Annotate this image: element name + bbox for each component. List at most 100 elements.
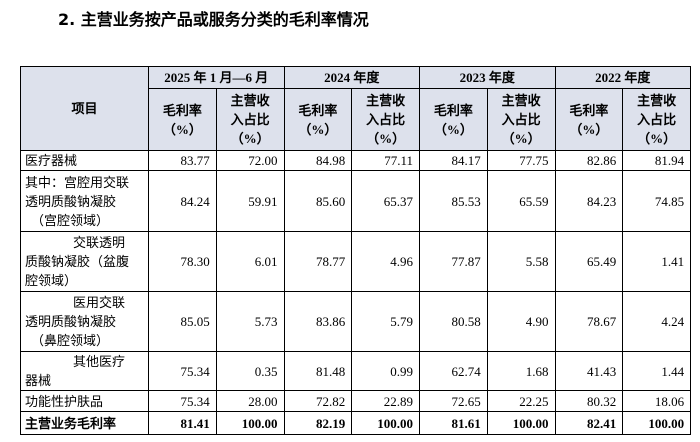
cell-value: 4.90 bbox=[486, 291, 556, 352]
header-line: 入占比 bbox=[637, 112, 677, 127]
header-line: （%） bbox=[637, 131, 677, 146]
cell-value: 5.58 bbox=[486, 231, 556, 292]
cell-value: 5.73 bbox=[215, 291, 285, 352]
data-row: 医疗器械 83.77 72.00 84.98 77.11 84.17 77.75 82.86 8… bbox=[20, 150, 692, 171]
label-line: 交联透明 bbox=[73, 235, 126, 250]
cell-value: 5.79 bbox=[351, 291, 421, 352]
header-line: （%） bbox=[501, 131, 541, 146]
cell-value: 80.32 bbox=[554, 390, 624, 412]
row-label: 其他医疗 器械 bbox=[20, 351, 149, 391]
sub-header: 主营收入占比 （%） bbox=[351, 88, 421, 151]
cell-value: 100.00 bbox=[351, 411, 421, 435]
cell-value: 4.24 bbox=[622, 291, 692, 352]
data-row: 功能性护肤品 75.34 28.00 72.82 22.89 72.65 22.25 80.3… bbox=[20, 390, 692, 412]
cell-value: 4.96 bbox=[351, 231, 421, 292]
cell-value: 83.77 bbox=[148, 150, 217, 171]
cell-value: 75.34 bbox=[148, 351, 217, 391]
header-line: 主营收 bbox=[501, 93, 541, 108]
label-line: （宫腔领域） bbox=[31, 212, 110, 228]
cell-value: 1.41 bbox=[622, 231, 692, 292]
header-line: （%） bbox=[433, 121, 473, 137]
row-label: 其中：宫腔用交联 透明质酸钠凝胶 （宫腔领域） bbox=[20, 170, 149, 232]
label-line: 透明质酸钠凝胶 bbox=[25, 314, 117, 329]
cell-value: 84.24 bbox=[148, 170, 217, 232]
row-label: 功能性护肤品 bbox=[20, 390, 149, 412]
cell-value: 85.05 bbox=[148, 291, 217, 352]
data-row: 交联透明 质酸钠凝胶（盆腹 腔领域） 78.30 6.01 78.77 4.96 77.87 5… bbox=[20, 231, 692, 292]
header-row: 毛利率 （%） 主营收 入占比 （%） 毛利率 （%） 主营收 入占比 （%） 毛利率 （%） 主营收入… bbox=[21, 88, 692, 151]
cell-value: 100.00 bbox=[215, 411, 285, 435]
row-label: 医疗器械 bbox=[20, 150, 149, 171]
cell-value: 78.30 bbox=[148, 231, 217, 292]
header-line: （%） bbox=[230, 131, 270, 146]
cell-value: 62.74 bbox=[419, 351, 488, 391]
item-header: 项目 bbox=[20, 66, 149, 151]
label-line: 透明质酸钠凝胶 bbox=[25, 193, 117, 209]
cell-value: 41.43 bbox=[554, 351, 624, 391]
label-line: 医疗器械 bbox=[25, 153, 78, 168]
sub-header: 毛利率 （%） bbox=[283, 88, 353, 151]
header-line: （%） bbox=[298, 121, 338, 137]
cell-value: 81.94 bbox=[622, 150, 692, 171]
header-line: （%） bbox=[366, 131, 406, 146]
label-line: 腔领域） bbox=[25, 273, 78, 288]
margin-table: 项目 2025 年 1 月—6 月 2024 年度 2023 年度 2022 年度 毛利率… bbox=[20, 66, 692, 435]
cell-value: 1.68 bbox=[486, 351, 556, 391]
cell-value: 85.53 bbox=[419, 170, 488, 232]
cell-value: 75.34 bbox=[148, 390, 217, 412]
cell-value: 22.89 bbox=[351, 390, 421, 412]
cell-value: 85.60 bbox=[283, 170, 353, 232]
cell-value: 100.00 bbox=[486, 411, 556, 435]
cell-value: 72.65 bbox=[419, 390, 488, 412]
cell-value: 82.19 bbox=[283, 411, 353, 435]
cell-value: 74.85 bbox=[622, 170, 692, 232]
header-line: 毛利率 bbox=[569, 102, 609, 118]
header-line: 入占比 bbox=[230, 112, 270, 127]
header-line: 毛利率 bbox=[162, 102, 202, 118]
sub-header: 毛利率 （%） bbox=[148, 88, 217, 151]
header-line: 毛利率 bbox=[433, 102, 473, 118]
row-label: 主营业务毛利率 bbox=[20, 411, 149, 435]
cell-value: 77.87 bbox=[419, 231, 488, 292]
label-line: 主营业务毛利率 bbox=[25, 415, 117, 431]
cell-value: 82.86 bbox=[554, 150, 624, 171]
label-line: 其中：宫腔用交联 bbox=[25, 174, 130, 190]
cell-value: 78.67 bbox=[554, 291, 624, 352]
cell-value: 0.99 bbox=[351, 351, 421, 391]
cell-value: 77.75 bbox=[486, 150, 556, 171]
cell-value: 84.23 bbox=[554, 170, 624, 232]
row-label: 交联透明 质酸钠凝胶（盆腹 腔领域） bbox=[20, 231, 149, 292]
header-line: 主营收 bbox=[366, 93, 406, 108]
cell-value: 72.00 bbox=[215, 150, 285, 171]
sub-header: 主营收入占比 （%） bbox=[622, 88, 692, 151]
header-line: 主营收 bbox=[637, 93, 677, 108]
cell-value: 72.82 bbox=[283, 390, 353, 412]
cell-value: 65.49 bbox=[554, 231, 624, 292]
group-header: 2025 年 1 月—6 月 bbox=[148, 66, 285, 89]
data-row: 主营业务毛利率 81.41 100.00 82.19 100.00 81.61 100.00… bbox=[20, 411, 692, 435]
cell-value: 81.41 bbox=[148, 411, 217, 435]
group-header: 2024 年度 bbox=[283, 66, 421, 89]
row-label: 医用交联 透明质酸钠凝胶 （鼻腔领域） bbox=[20, 291, 149, 352]
cell-value: 65.37 bbox=[351, 170, 421, 232]
header-line: 毛利率 bbox=[298, 102, 338, 118]
section-title: 2. 主营业务按产品或服务分类的毛利率情况 bbox=[58, 10, 369, 29]
cell-value: 1.44 bbox=[622, 351, 692, 391]
cell-value: 81.61 bbox=[419, 411, 488, 435]
cell-value: 28.00 bbox=[215, 390, 285, 412]
cell-value: 78.77 bbox=[283, 231, 353, 292]
sub-header: 毛利率 （%） bbox=[554, 88, 624, 151]
header-line: （%） bbox=[162, 121, 202, 137]
data-row: 其中：宫腔用交联 透明质酸钠凝胶 （宫腔领域） 84.24 59.91 85.60 65.3… bbox=[20, 170, 692, 232]
data-row: 其他医疗 器械 75.34 0.35 81.48 0.99 62.74 1.68 41.43 1.… bbox=[20, 351, 692, 391]
cell-value: 77.11 bbox=[351, 150, 421, 171]
cell-value: 84.17 bbox=[419, 150, 488, 171]
label-line: 医用交联 bbox=[73, 295, 126, 310]
table-body: 医疗器械 83.77 72.00 84.98 77.11 84.17 77.75 82.86 8… bbox=[20, 150, 692, 435]
label-line: 其他医疗 bbox=[73, 354, 126, 369]
cell-value: 18.06 bbox=[622, 390, 692, 412]
group-header: 2023 年度 bbox=[419, 66, 556, 89]
header-line: 入占比 bbox=[366, 112, 406, 127]
cell-value: 59.91 bbox=[215, 170, 285, 232]
